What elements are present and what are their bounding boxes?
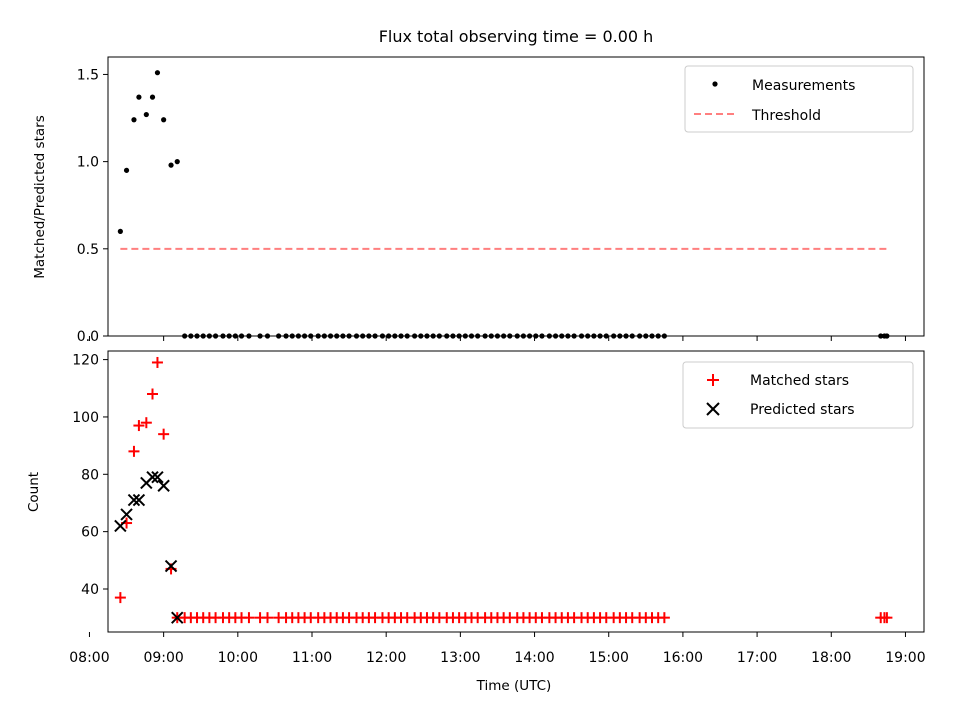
plot-area-count <box>114 356 893 624</box>
measurement-point <box>136 94 142 100</box>
measurement-point <box>161 117 167 123</box>
y-tick-label: 120 <box>72 353 99 369</box>
x-tick-label: 08:00 <box>69 650 109 666</box>
count-panel: Count Time (UTC) 40 60 80 100 120 08:00 09:00… <box>26 350 926 694</box>
axes-frame-ratio <box>107 56 925 337</box>
x-tick-label: 19:00 <box>885 650 925 666</box>
x-tick-label: 17:00 <box>737 650 777 666</box>
predicted-point <box>157 479 170 492</box>
predicted-point <box>114 519 127 533</box>
measurement-point <box>117 228 123 234</box>
y-tick-label: 60 <box>81 525 99 541</box>
y-tick-label: 100 <box>72 410 99 426</box>
x-tick-label: 10:00 <box>218 650 258 666</box>
predicted-point <box>132 493 146 507</box>
x-tick-label: 18:00 <box>811 650 851 666</box>
matched-point <box>114 592 126 604</box>
matched-point <box>133 420 145 432</box>
y-tick-label: 1.5 <box>77 67 99 83</box>
predicted-point <box>146 470 159 484</box>
predicted-point <box>151 470 164 484</box>
matched-point <box>151 356 163 368</box>
matched-point <box>147 388 159 400</box>
matched-point <box>128 445 140 457</box>
matched-point <box>881 612 893 624</box>
x-tick-label: 14:00 <box>514 650 554 666</box>
y-tick-label: 0.5 <box>77 242 99 258</box>
legend-label-measurements: Measurements <box>752 78 855 94</box>
measurement-point <box>149 94 156 100</box>
legend-label-matched: Matched stars <box>750 373 849 389</box>
y-ticks-ratio: 0.0 0.5 1.0 1.5 <box>77 67 108 345</box>
x-tick-label: 12:00 <box>366 650 406 666</box>
measurement-point <box>154 70 161 76</box>
legend-marker-predicted <box>706 402 720 416</box>
matched-point <box>140 417 152 429</box>
x-ticks-count: 08:00 09:00 10:00 11:00 12:00 13:00 14:00 15:00… <box>69 632 926 666</box>
matched-point <box>261 612 273 624</box>
y-tick-label: 40 <box>81 582 99 598</box>
y-tick-label: 1.0 <box>77 155 99 171</box>
matched-point <box>243 612 255 624</box>
matched-point <box>658 612 670 624</box>
legend-label-predicted: Predicted stars <box>750 402 855 418</box>
legend-label-threshold: Threshold <box>751 108 821 124</box>
chart-title: Flux total observing time = 0.00 h <box>379 27 654 46</box>
x-tick-label: 15:00 <box>589 650 629 666</box>
y-tick-label: 80 <box>81 467 99 483</box>
ratio-panel: Flux total observing time = 0.00 h Match… <box>32 27 925 345</box>
legend-marker-matched <box>707 374 719 386</box>
x-tick-label: 11:00 <box>292 650 332 666</box>
legend-box <box>682 361 914 429</box>
measurement-point <box>143 111 149 118</box>
axes-frame-count <box>107 350 925 633</box>
predicted-point <box>164 559 178 573</box>
legend-ratio: Measurements Threshold <box>684 65 914 133</box>
measurement-point <box>174 159 180 165</box>
y-tick-label: 0.0 <box>77 329 99 345</box>
matched-point <box>158 428 170 440</box>
predicted-point <box>171 611 184 624</box>
x-tick-label: 13:00 <box>440 650 480 666</box>
y-axis-label-count: Count <box>26 472 42 512</box>
measurement-point <box>131 117 137 123</box>
legend-box <box>684 65 914 133</box>
legend-marker-measurements <box>712 81 718 87</box>
x-tick-label: 16:00 <box>663 650 703 666</box>
x-tick-label: 09:00 <box>143 650 183 666</box>
measurement-point <box>168 162 174 168</box>
x-axis-label: Time (UTC) <box>476 678 552 694</box>
legend-count: Matched stars Predicted stars <box>682 361 914 429</box>
measurement-point <box>123 167 130 173</box>
y-ticks-count: 40 60 80 100 120 <box>72 353 108 598</box>
predicted-point <box>127 493 141 507</box>
y-axis-label-ratio: Matched/Predicted stars <box>32 115 48 278</box>
predicted-point <box>120 508 133 521</box>
